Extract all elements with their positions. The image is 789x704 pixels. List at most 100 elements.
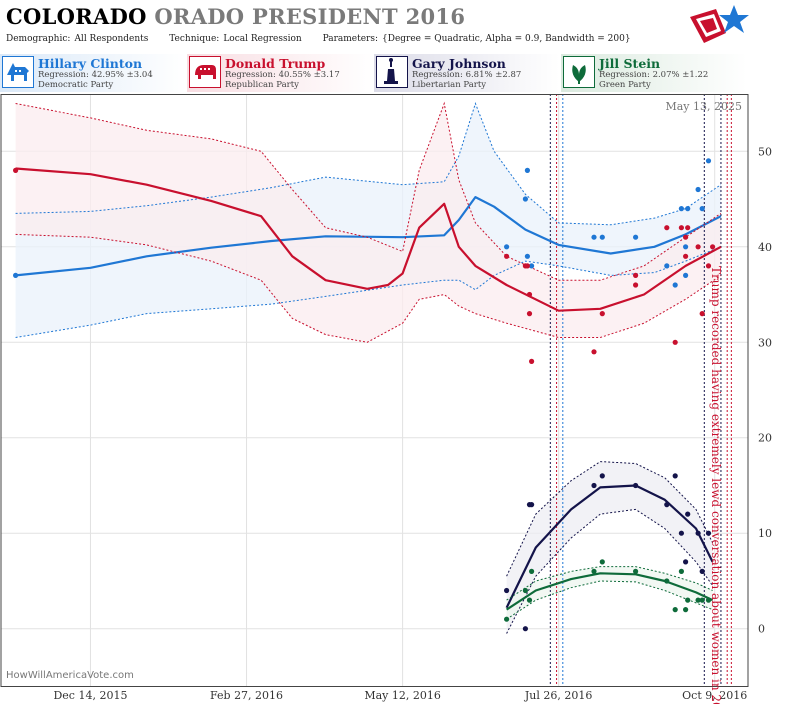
- date-label: May 13, 2025: [665, 100, 742, 113]
- donald-trumppoll-point: [683, 234, 689, 240]
- trump-party: Republican Party: [225, 80, 299, 90]
- gary-johnsonpoll-point: [633, 482, 639, 489]
- donald-trumppoll-point: [672, 339, 678, 345]
- y-tick-label: 20: [758, 432, 772, 445]
- gary-johnsonpoll-point: [504, 587, 510, 594]
- donald-trumppoll-point: [504, 253, 510, 259]
- hillary-clintonpoll-point: [504, 244, 510, 250]
- demographic-value: All Respondents: [74, 34, 149, 44]
- y-tick-label: 40: [758, 241, 772, 254]
- donald-trumppoll-point: [529, 358, 535, 364]
- jill-steinpoll-point: [664, 578, 670, 584]
- jill-steinpoll-point: [526, 597, 533, 603]
- donald-trumppoll-point: [13, 167, 19, 173]
- jill-steinpoll-point: [683, 607, 689, 613]
- donald-trumppoll-point: [664, 225, 670, 231]
- donald-trumppoll-point: [591, 349, 597, 355]
- gary-johnsonpoll-point: [695, 530, 701, 536]
- hillary-clintonpoll-point: [699, 206, 705, 212]
- x-tick-label: Feb 27, 2016: [210, 689, 283, 702]
- x-tick-label: Jul 26, 2016: [524, 689, 593, 702]
- jill-steinpoll-point: [633, 568, 639, 574]
- jill-steinregression-line: [505, 572, 714, 611]
- page-title: COLORADO ORADO PRESIDENT 2016: [6, 4, 465, 29]
- legend-item-trump: Donald Trump Regression: 40.55% ±3.17 Re…: [187, 54, 373, 92]
- gary-johnsonpoll-point: [591, 482, 597, 489]
- jill-steinpoll-point: [591, 568, 597, 574]
- site-logo-icon: [690, 5, 749, 43]
- donald-trumppoll-point: [633, 272, 639, 278]
- donald-trumpband: [15, 103, 721, 343]
- hillary-clintonpoll-point: [705, 158, 712, 164]
- trump-name: Donald Trump: [225, 56, 326, 71]
- gary-johnsonpoll-point: [529, 502, 535, 508]
- parameters-key: Parameters:: [322, 34, 379, 44]
- donald-trumpupper-bound: [15, 101, 722, 281]
- donkey-icon: [2, 56, 34, 88]
- donald-trumppoll-point: [695, 244, 701, 250]
- event-annotation: Trump recorded having extremely lewd con…: [709, 266, 723, 704]
- donald-trumplower-bound: [15, 233, 722, 343]
- donald-trumppoll-point: [685, 225, 691, 231]
- liberty-statue-icon: [376, 56, 408, 88]
- donald-trumppoll-point: [678, 225, 685, 231]
- jill-steinpoll-point: [672, 607, 678, 613]
- gary-johnsonpoll-point: [522, 626, 529, 632]
- clinton-regression: Regression: 42.95% ±3.04: [38, 70, 153, 80]
- donald-trumppoll-point: [710, 244, 716, 250]
- x-tick-label: Dec 14, 2015: [53, 689, 127, 702]
- donald-trumppoll-point: [683, 253, 689, 259]
- y-tick-label: 30: [758, 336, 772, 349]
- technique-value: Local Regression: [223, 34, 302, 44]
- legend-item-stein: Jill Stein Regression: 2.07% ±1.22 Green…: [561, 54, 747, 92]
- stein-regression: Regression: 2.07% ±1.22: [599, 70, 709, 80]
- johnson-party: Libertarian Party: [412, 80, 487, 90]
- clinton-name: Hillary Clinton: [38, 56, 143, 71]
- hillary-clintonpoll-point: [685, 206, 691, 212]
- donald-trumppoll-point: [526, 311, 533, 317]
- johnson-name: Gary Johnson: [412, 56, 506, 71]
- jill-steinpoll-point: [699, 597, 705, 603]
- legend-item-johnson: Gary Johnson Regression: 6.81% ±2.87 Lib…: [374, 54, 560, 92]
- hillary-clintonpoll-point: [664, 263, 670, 269]
- hillary-clintonlower-bound: [15, 246, 722, 338]
- jill-steinpoll-point: [705, 597, 712, 603]
- x-tick-label: May 12, 2016: [364, 689, 441, 702]
- gary-johnsonupper-bound: [506, 461, 714, 577]
- gary-johnsonpoll-point: [705, 530, 712, 536]
- donald-trumppoll-point: [699, 311, 705, 317]
- hillary-clintonpoll-point: [683, 244, 689, 250]
- hillary-clintonpoll-point: [13, 272, 19, 278]
- y-tick-label: 50: [758, 145, 772, 158]
- gary-johnsonpoll-point: [699, 568, 705, 574]
- parameters-line: Demographic: All Respondents Technique: Lo…: [6, 34, 649, 44]
- poll-chart: 0 10 20 30 40 50 Dec 14, 2015 Feb 27, 2016 May 1…: [0, 94, 772, 704]
- hillary-clintonupper-bound: [15, 101, 722, 226]
- donald-trumppoll-point: [705, 263, 712, 269]
- stein-party: Green Party: [599, 80, 651, 90]
- trump-regression: Regression: 40.55% ±3.17: [225, 70, 340, 80]
- gary-johnsonpoll-point: [599, 473, 605, 479]
- jill-steinpoll-point: [678, 568, 685, 574]
- parameters-value: {Degree = Quadratic, Alpha = 0.9, Bandwi…: [382, 34, 631, 44]
- watermark: HowWillAmericaVote.com: [6, 670, 134, 681]
- title-rest: ORADO PRESIDENT 2016: [154, 4, 466, 29]
- technique-key: Technique:: [169, 34, 220, 44]
- stein-name: Jill Stein: [599, 56, 661, 71]
- hillary-clintonpoll-point: [683, 272, 689, 278]
- y-tick-label: 10: [758, 527, 772, 540]
- gary-johnsonpoll-point: [664, 502, 670, 508]
- jill-steinpoll-point: [685, 597, 691, 603]
- jill-steinpoll-point: [504, 616, 510, 622]
- donald-trumppoll-point: [526, 291, 533, 298]
- candidate-legend: Hillary Clinton Regression: 42.95% ±3.04…: [0, 54, 789, 92]
- hillary-clintonregression-line: [15, 195, 722, 277]
- johnson-regression: Regression: 6.81% ±2.87: [412, 70, 522, 80]
- title-state: COLORADO: [6, 4, 147, 29]
- leaf-icon: [563, 56, 595, 88]
- clinton-party: Democratic Party: [38, 80, 114, 90]
- hillary-clintonpoll-point: [524, 167, 531, 173]
- hillary-clintonpoll-point: [529, 263, 535, 269]
- hillary-clintonpoll-point: [695, 186, 701, 193]
- hillary-clintonpoll-point: [599, 234, 605, 240]
